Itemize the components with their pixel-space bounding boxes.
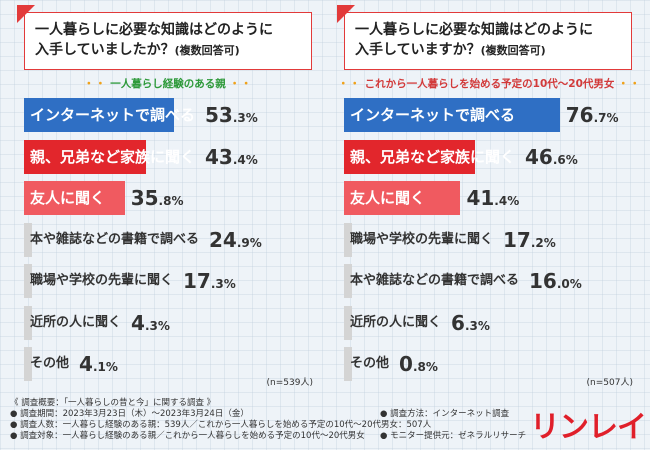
bar-value-label: 46.6% (525, 144, 578, 169)
bar-value-label: 24.9% (209, 227, 262, 252)
bar-value-label: 6.3% (451, 310, 490, 335)
bar-category-label: 本や雑誌などの書籍で調べる (350, 273, 520, 288)
footer-line: ● モニター提供元：ゼネラルリサーチ (380, 431, 527, 441)
bar (24, 264, 32, 298)
bar-category-label: その他 (350, 356, 390, 371)
bar-value-label: 4.3% (131, 310, 170, 335)
bar (24, 305, 32, 340)
bar (344, 222, 352, 257)
bar-value-label: 17.3% (183, 269, 236, 293)
right-panel: 一人暮らしに必要な知識はどのように 入手していますか？(複数回答可) ・・ これ… (337, 5, 643, 392)
bar-category-label: 職場や学校の先輩に聞く (30, 273, 174, 288)
question-line1: 一人暮らしに必要な知識はどのように (35, 22, 273, 38)
bar-chart: インターネットで調べる 53.3% 親、兄弟など家族に聞く 43.4% 友人に聞く 35.… (18, 98, 323, 388)
footer-line: ● 調査対象：一人暮らし経験のある親／これから一人暮らしを始める予定の10代～2… (10, 431, 365, 441)
bar-value-label: 43.4% (205, 144, 258, 169)
bar-category-label: 友人に聞く (350, 189, 426, 207)
bar-category-label: 本や雑誌などの書籍で調べる (30, 231, 200, 247)
dots-decoration: ・・ (618, 78, 642, 90)
panel-subtitle: ・・ これから一人暮らしを始める予定の10代～20代男女 ・・ (338, 76, 642, 92)
question-line2: 入手していますか？(複数回答可) (355, 40, 621, 61)
bar-category-label: その他 (30, 356, 70, 371)
question-box: 一人暮らしに必要な知識はどのように 入手していましたか？(複数回答可) (17, 5, 312, 70)
sample-size-label: (n=539人) (266, 378, 313, 388)
dots-decoration: ・・ (83, 78, 107, 90)
question-line1: 一人暮らしに必要な知識はどのように (355, 22, 593, 38)
bar (344, 139, 476, 174)
bar-category-label: 近所の人に聞く (350, 314, 442, 330)
bar-value-label: 76.7% (565, 103, 619, 127)
question-text: 入手していますか？ (355, 42, 481, 58)
question-note: (複数回答可) (480, 44, 546, 57)
bar (344, 305, 352, 340)
subtitle-text: 一人暮らし経験のある親 (110, 78, 226, 90)
bar-value-label: 35.8% (130, 186, 184, 210)
bar-category-label: インターネットで調べる (350, 106, 516, 124)
footer-line: ● 調査人数：一人暮らし経験のある親：539人／これから一人暮らしを始める予定の… (10, 420, 432, 430)
bar (24, 98, 174, 132)
bar-category-label: インターネットで調べる (30, 106, 196, 124)
question-note: (複数回答可) (174, 44, 240, 57)
bar-chart: インターネットで調べる 76.7% 親、兄弟など家族に聞く 46.6% 友人に聞く 41.… (338, 98, 643, 388)
bar (344, 98, 560, 132)
bar-category-label: 親、兄弟など家族に聞く (30, 147, 196, 166)
bar-category-label: 友人に聞く (30, 189, 106, 207)
bar (24, 139, 147, 174)
dots-decoration: ・・ (229, 78, 253, 90)
bar-category-label: 職場や学校の先輩に聞く (350, 231, 494, 247)
question-line2: 入手していましたか？(複数回答可) (35, 40, 301, 61)
sample-size-label: (n=507人) (586, 378, 633, 388)
left-panel: 一人暮らしに必要な知識はどのように 入手していましたか？(複数回答可) ・・ 一… (17, 5, 323, 392)
survey-footer-right: ● 調査方法：インターネット調査 ● モニター提供元：ゼネラルリサーチ (380, 409, 526, 442)
bar-value-label: 17.2% (503, 227, 556, 252)
dots-decoration: ・・ (338, 78, 361, 90)
bar (24, 222, 32, 257)
bar-value-label: 16.0% (529, 269, 582, 293)
bar (24, 347, 32, 381)
survey-footer: 《 調査概要：「一人暮らしの昔と今」に関する調査 》 ● 調査期間：2023年3… (10, 398, 431, 442)
footer-line: ● 調査期間：2023年3月23日（木）～2023年3月24日（金） (10, 409, 249, 419)
bar (24, 181, 125, 215)
bar-category-label: 近所の人に聞く (30, 314, 122, 330)
bar-value-label: 41.4% (466, 186, 520, 210)
bar-value-label: 4.1% (79, 352, 118, 376)
bar (344, 181, 461, 215)
bar-value-label: 53.3% (205, 103, 258, 127)
bar-category-label: 親、兄弟など家族に聞く (350, 147, 516, 166)
question-text: 入手していましたか？ (35, 42, 175, 58)
brand-logo: リンレイ (530, 410, 647, 445)
bar (344, 264, 352, 298)
bar-value-label: 0.8% (399, 352, 438, 376)
footer-line: 《 調査概要：「一人暮らしの昔と今」に関する調査 》 (10, 398, 216, 408)
bar (344, 347, 352, 381)
question-box: 一人暮らしに必要な知識はどのように 入手していますか？(複数回答可) (337, 5, 632, 70)
panel-subtitle: ・・ 一人暮らし経験のある親 ・・ (18, 76, 318, 92)
subtitle-text: これから一人暮らしを始める予定の10代～20代男女 (364, 78, 615, 90)
footer-line: ● 調査方法：インターネット調査 (380, 409, 510, 419)
